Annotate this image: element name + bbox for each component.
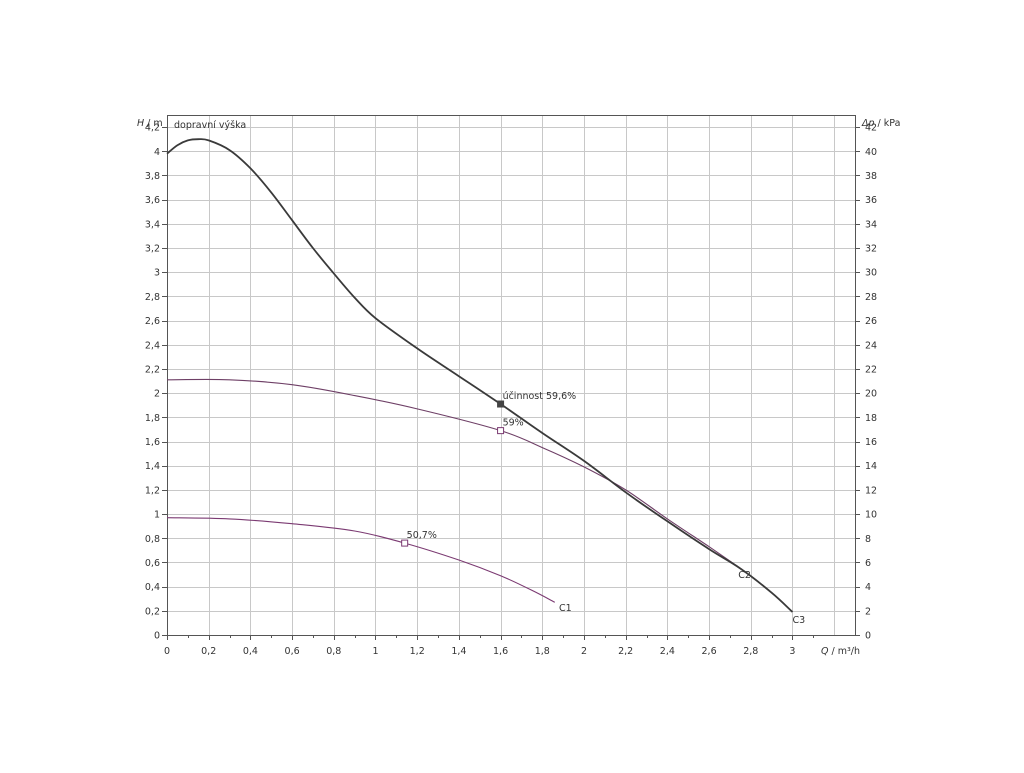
- right-tick-label: 28: [865, 292, 877, 303]
- left-axis-title: H / m: [137, 118, 163, 129]
- x-tick-label: 1,6: [493, 646, 508, 657]
- right-axis-var: Δp: [861, 118, 875, 129]
- right-tick-label: 8: [865, 534, 871, 545]
- marker-layer: [401, 400, 505, 547]
- x-tick-label: 1,4: [451, 646, 466, 657]
- right-tick-label: 40: [865, 147, 877, 158]
- right-tick-label: 0: [865, 631, 871, 642]
- left-tick-label: 3,4: [145, 219, 160, 230]
- left-tick-label: 0,6: [145, 558, 160, 569]
- left-tick-label: 3,8: [145, 171, 160, 182]
- inner-label: dopravní výška: [174, 120, 246, 131]
- left-tick-label: 3: [154, 268, 160, 279]
- efficiency-label: 59%: [503, 418, 524, 429]
- left-tick-label: 0,4: [145, 582, 160, 593]
- right-tick-label: 2: [865, 606, 871, 617]
- left-tick-label: 4: [154, 147, 160, 158]
- efficiency-marker: [497, 427, 505, 435]
- efficiency-marker: [401, 539, 409, 547]
- right-tick-label: 18: [865, 413, 877, 424]
- efficiency-label: účinnost 59,6%: [503, 391, 577, 402]
- right-axis-unit: / kPa: [875, 118, 901, 129]
- efficiency-label: 50,7%: [407, 530, 437, 541]
- x-tick-label: 0,6: [285, 646, 300, 657]
- x-tick-label: 0: [164, 646, 170, 657]
- left-tick-label: 2,6: [145, 316, 160, 327]
- right-tick-label: 30: [865, 268, 877, 279]
- left-tick-label: 0: [154, 631, 160, 642]
- x-tick-label: 0,8: [326, 646, 341, 657]
- x-tick-label: 2,6: [702, 646, 717, 657]
- right-tick-label: 34: [865, 219, 877, 230]
- right-tick-label: 26: [865, 316, 877, 327]
- right-tick-label: 42: [865, 123, 877, 134]
- right-tick-label: 22: [865, 364, 877, 375]
- x-tick-label: 2,8: [743, 646, 758, 657]
- right-tick-label: 16: [865, 437, 877, 448]
- series-line-c2: [166, 378, 743, 571]
- x-tick-label: 2,2: [618, 646, 633, 657]
- label-layer: 0 0,2 0,4 0,6 0,8 1 1,2 1,4 1,6 1,8 2 2,2 2,4 2,6 2,8 3…: [145, 123, 877, 657]
- right-tick-label: 12: [865, 485, 877, 496]
- x-axis-title: Q / m³/h: [821, 646, 860, 657]
- right-tick-label: 20: [865, 389, 877, 400]
- left-tick-label: 0,2: [145, 606, 160, 617]
- series-layer: [166, 138, 794, 613]
- left-tick-label: 2: [154, 389, 160, 400]
- left-tick-label: 2,8: [145, 292, 160, 303]
- left-axis-var: H: [137, 118, 144, 129]
- plot-frame: [167, 115, 856, 636]
- right-tick-label: 36: [865, 195, 877, 206]
- x-tick-label: 0,4: [243, 646, 258, 657]
- right-tick-label: 4: [865, 582, 871, 593]
- grid-layer: [162, 115, 860, 640]
- x-tick-label: 0,2: [201, 646, 216, 657]
- right-tick-label: 24: [865, 340, 877, 351]
- x-tick-label: 3: [789, 646, 795, 657]
- series-line-c1: [166, 517, 556, 603]
- left-tick-label: 3,6: [145, 195, 160, 206]
- curve-label-c3: C3: [792, 615, 805, 626]
- left-axis-unit: / m: [144, 118, 163, 129]
- right-tick-label: 10: [865, 510, 877, 521]
- x-tick-label: 1,8: [535, 646, 550, 657]
- series-line-c3: [166, 138, 794, 613]
- curve-label-c2: C2: [738, 570, 751, 581]
- left-tick-label: 0,8: [145, 534, 160, 545]
- right-tick-label: 14: [865, 461, 877, 472]
- right-tick-label: 38: [865, 171, 877, 182]
- left-tick-label: 1: [154, 510, 160, 521]
- left-tick-label: 1,8: [145, 413, 160, 424]
- left-tick-label: 3,2: [145, 244, 160, 255]
- x-tick-label: 1,2: [410, 646, 425, 657]
- x-tick-label: 2: [581, 646, 587, 657]
- x-axis-unit: / m³/h: [828, 646, 860, 657]
- efficiency-marker: [497, 400, 505, 408]
- x-tick-label: 2,4: [660, 646, 675, 657]
- left-tick-label: 2,2: [145, 364, 160, 375]
- x-axis-var: Q: [821, 646, 829, 657]
- left-tick-label: 4,2: [145, 123, 160, 134]
- left-tick-label: 1,4: [145, 461, 160, 472]
- right-tick-label: 32: [865, 244, 877, 255]
- x-tick-label: 1: [372, 646, 378, 657]
- curve-label-c1: C1: [559, 603, 572, 614]
- left-tick-label: 2,4: [145, 340, 160, 351]
- right-axis-title: Δp / kPa: [861, 118, 900, 129]
- left-tick-label: 1,6: [145, 437, 160, 448]
- left-tick-label: 1,2: [145, 485, 160, 496]
- right-tick-label: 6: [865, 558, 871, 569]
